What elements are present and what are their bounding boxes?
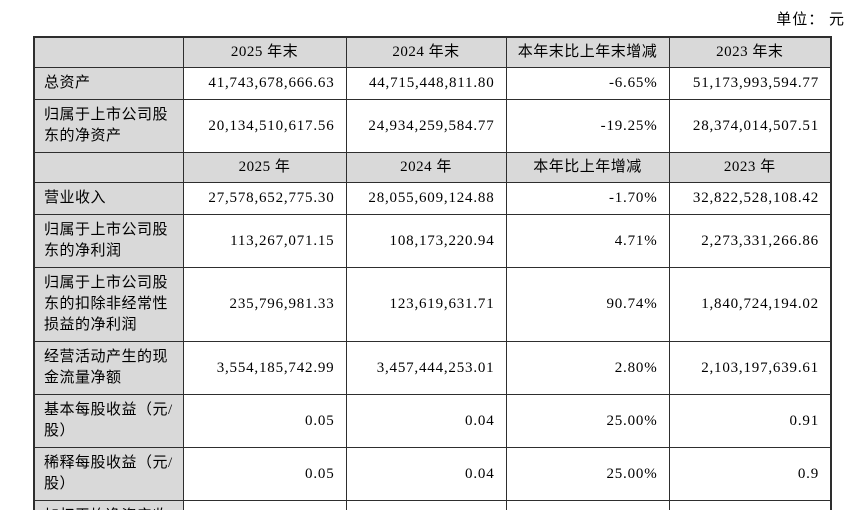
data-cell: 108,173,220.94 <box>345 214 507 268</box>
data-cell: 28,374,014,507.51 <box>668 99 832 153</box>
data-cell: 32,822,528,108.42 <box>668 182 832 215</box>
data-cell: 2,103,197,639.61 <box>668 341 832 395</box>
header-cell: 2025 年末 <box>182 36 347 68</box>
data-cell: 0.04 <box>345 394 507 448</box>
row-label: 营业收入 <box>33 182 184 215</box>
table-row: 经营活动产生的现金流量净额 3,554,185,742.99 3,457,444,2… <box>33 341 832 395</box>
data-cell: 2.80% <box>505 341 670 395</box>
table-header-row: 2025 年 2024 年本年比上年增减 2023 年 <box>33 152 832 183</box>
data-cell: 123,619,631.71 <box>345 267 507 342</box>
row-label: 加权平均净资产收益率 <box>33 500 184 510</box>
financial-summary-table-body: 2025 年末 2024 年末 本年末比上年末增减 2023 年末 总资产 41,743,… <box>33 36 832 510</box>
header-cell: 本年比上年增减 <box>505 152 670 183</box>
data-cell: 41,743,678,666.63 <box>182 67 347 100</box>
table-row: 营业收入 27,578,652,775.30 28,055,609,124.88 -1… <box>33 182 832 215</box>
table-header-row: 2025 年末 2024 年末 本年末比上年末增减 2023 年末 <box>33 36 832 68</box>
data-cell: 0.05 <box>182 447 347 501</box>
data-cell: 0.50% <box>182 500 347 510</box>
data-cell: 0.9 <box>668 447 832 501</box>
data-cell: 25.00% <box>505 394 670 448</box>
data-cell: 90.74% <box>505 267 670 342</box>
data-cell: 0.05 <box>182 394 347 448</box>
data-cell: 20,134,510,617.56 <box>182 99 347 153</box>
data-cell: 27,578,652,775.30 <box>182 182 347 215</box>
data-cell: -6.65% <box>505 67 670 100</box>
table-row: 归属于上市公司股东的扣除非经常性损益的净利润 235,796,981.33 123,… <box>33 267 832 342</box>
table-row: 归属于上市公司股东的净资产 20,134,510,617.56 24,934,259… <box>33 99 832 153</box>
data-cell: -19.25% <box>505 99 670 153</box>
data-cell: 25.00% <box>505 447 670 501</box>
header-cell <box>33 152 184 183</box>
table-row: 基本每股收益（元/股） 0.05 0.04 25.00% 0.91 <box>33 394 832 448</box>
data-cell: 51,173,993,594.77 <box>668 67 832 100</box>
data-cell: 0.91 <box>668 394 832 448</box>
header-cell: 本年末比上年末增减 <box>505 36 670 68</box>
data-cell: 44,715,448,811.80 <box>345 67 507 100</box>
row-label: 经营活动产生的现金流量净额 <box>33 341 184 395</box>
header-cell: 2024 年末 <box>345 36 507 68</box>
table-row: 稀释每股收益（元/股） 0.05 0.04 25.00% 0.9 <box>33 447 832 501</box>
header-cell: 2024 年 <box>345 152 507 183</box>
data-cell: 4.71% <box>505 214 670 268</box>
table-row: 归属于上市公司股东的净利润 113,267,071.15 108,173,220.9… <box>33 214 832 268</box>
row-label: 稀释每股收益（元/股） <box>33 447 184 501</box>
header-cell: 2023 年末 <box>668 36 832 68</box>
data-cell: 3,554,185,742.99 <box>182 341 347 395</box>
data-cell: 0.09% <box>505 500 670 510</box>
financial-summary-table: 2025 年末 2024 年末 本年末比上年末增减 2023 年末 总资产 41,743,… <box>33 36 832 510</box>
row-label: 归属于上市公司股东的扣除非经常性损益的净利润 <box>33 267 184 342</box>
row-label: 归属于上市公司股东的净资产 <box>33 99 184 153</box>
data-cell: 3,457,444,253.01 <box>345 341 507 395</box>
data-cell: 2,273,331,266.86 <box>668 214 832 268</box>
header-cell <box>33 36 184 68</box>
header-cell: 2023 年 <box>668 152 832 183</box>
row-label: 基本每股收益（元/股） <box>33 394 184 448</box>
row-label: 总资产 <box>33 67 184 100</box>
data-cell: 0.41% <box>345 500 507 510</box>
data-cell: 235,796,981.33 <box>182 267 347 342</box>
data-cell: 113,267,071.15 <box>182 214 347 268</box>
data-cell: 0.04 <box>345 447 507 501</box>
row-label: 归属于上市公司股东的净利润 <box>33 214 184 268</box>
data-cell: 28,055,609,124.88 <box>345 182 507 215</box>
data-cell: 1,840,724,194.02 <box>668 267 832 342</box>
header-cell: 2025 年 <box>182 152 347 183</box>
table-row: 加权平均净资产收益率0.50%0.41%0.09%8.24% <box>33 500 832 510</box>
data-cell: -1.70% <box>505 182 670 215</box>
table-row: 总资产 41,743,678,666.63 44,715,448,811.80 -6.… <box>33 67 832 100</box>
unit-label: 单位： 元 <box>776 12 845 28</box>
data-cell: 24,934,259,584.77 <box>345 99 507 153</box>
data-cell: 8.24% <box>668 500 832 510</box>
